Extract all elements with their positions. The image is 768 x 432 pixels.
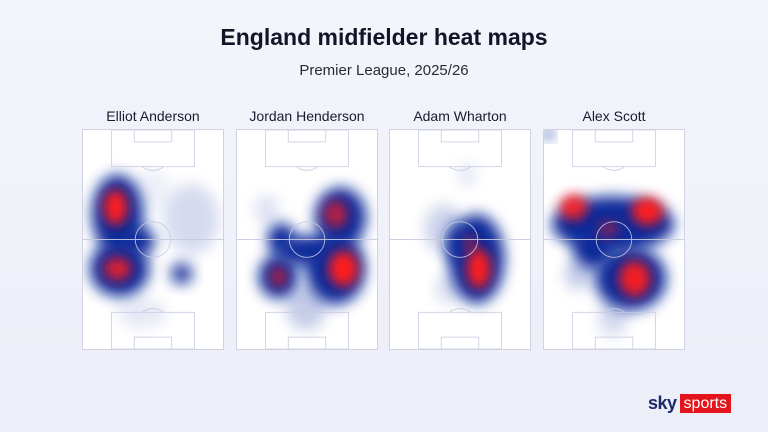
heatmap-pitch-henderson — [236, 129, 378, 350]
page-title: England midfielder heat maps — [220, 24, 548, 50]
player-name: Elliot Anderson — [106, 108, 200, 124]
sky-sports-logo: sky sports — [648, 393, 732, 414]
heat-zone-high — [323, 200, 348, 229]
heatmap-pitch-scott — [543, 129, 685, 350]
heatmap-pitch-wharton — [389, 129, 531, 350]
page-subtitle: Premier League, 2025/26 — [299, 62, 469, 79]
heatmap-svg — [390, 130, 530, 349]
heat-zone-low — [457, 162, 477, 187]
heat-zone-high — [270, 266, 287, 287]
heat-zone-high — [631, 197, 664, 226]
heat-zone-mid — [276, 236, 336, 266]
heat-zone-mid — [573, 229, 614, 269]
heat-zone-high — [103, 189, 128, 226]
heat-zone-high — [559, 194, 588, 221]
player-name: Adam Wharton — [413, 108, 507, 124]
heat-zone-low — [132, 169, 172, 210]
heatmap-pitch-anderson — [82, 129, 224, 350]
logo-sky: sky — [648, 393, 677, 413]
heat-zone-high — [103, 256, 132, 281]
heatmap-svg — [83, 130, 223, 349]
heat-zone-low — [163, 184, 220, 254]
heat-zone-mid — [544, 130, 553, 139]
pitch-markings — [544, 130, 684, 349]
heat-zone-mid — [447, 224, 471, 264]
heat-zone-high — [618, 260, 651, 297]
heat-zone-high — [466, 248, 491, 289]
heat-zone-high — [328, 250, 359, 287]
pitch-markings — [237, 130, 377, 349]
heatmap-svg — [544, 130, 684, 349]
player-name: Jordan Henderson — [249, 108, 365, 124]
heat-zone-mid — [170, 262, 193, 285]
heat-zone-high — [464, 236, 477, 252]
heatmap-svg — [237, 130, 377, 349]
logo-sports: sports — [679, 394, 732, 413]
heat-zone-high — [598, 221, 618, 238]
heat-zone-mid — [119, 227, 155, 255]
pitch-markings — [390, 130, 530, 349]
player-name: Alex Scott — [582, 108, 646, 124]
heat-zone-low — [254, 194, 279, 225]
heat-zone-low — [117, 298, 167, 329]
pitch-markings — [83, 130, 223, 349]
